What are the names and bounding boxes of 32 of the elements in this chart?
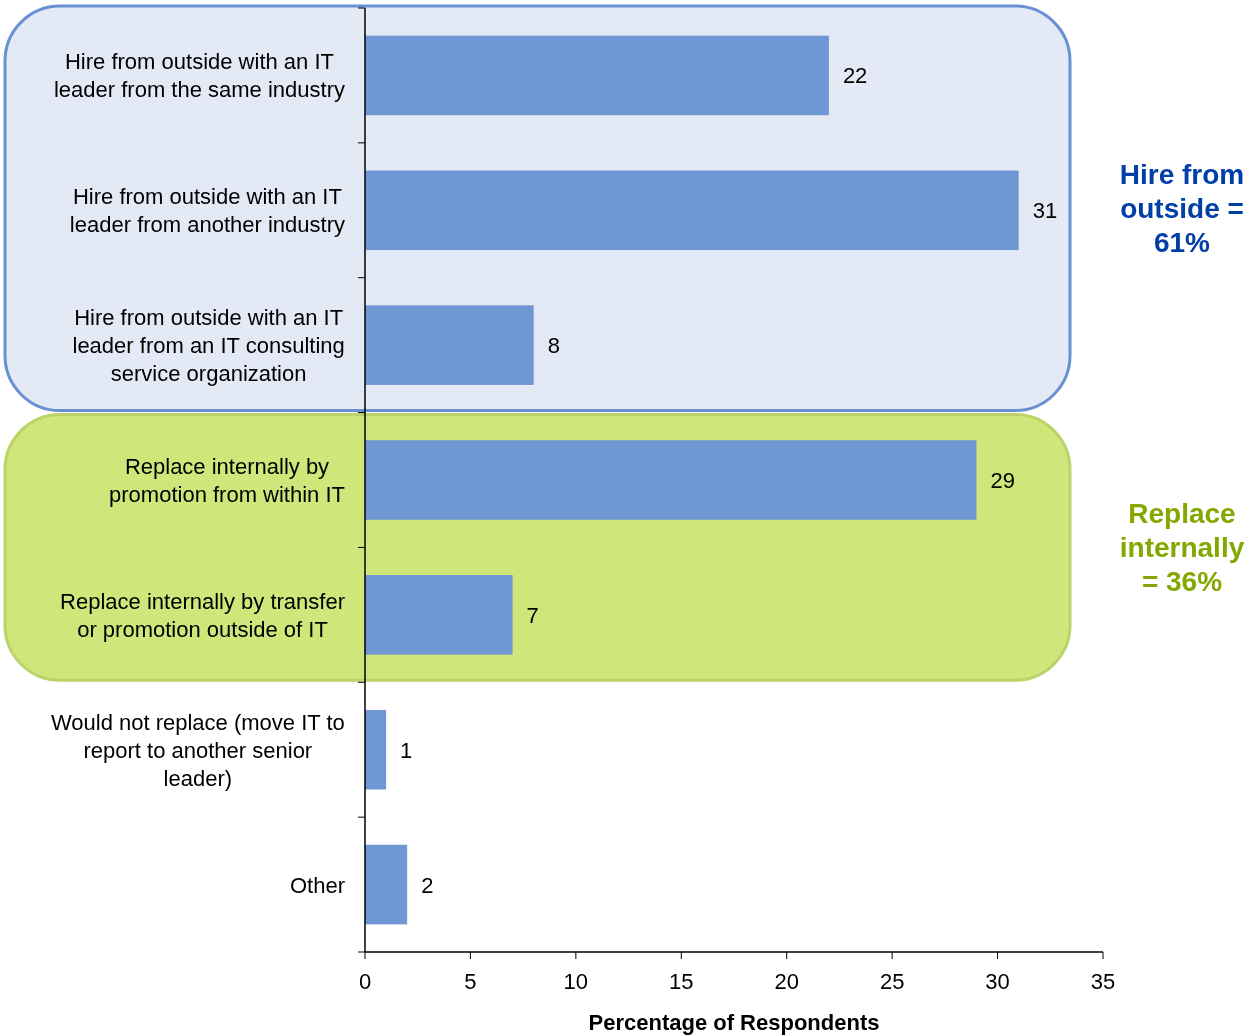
data-label: 31 [1032, 198, 1058, 224]
bar [365, 170, 1019, 251]
data-label: 1 [400, 737, 413, 763]
data-label: 2 [421, 872, 434, 898]
x-tick-label: 0 [358, 969, 372, 994]
data-label: 7 [526, 602, 539, 628]
bar [365, 709, 387, 790]
bar [365, 35, 829, 116]
data-label: 8 [547, 333, 560, 359]
x-tick-label: 20 [774, 969, 799, 994]
band-label: Hire from outside = 61% [1119, 159, 1245, 259]
y-tick-label: Hire from outside with an IT leader from the same industry [53, 49, 346, 103]
x-tick-label: 30 [985, 969, 1010, 994]
bar [365, 575, 513, 655]
band-label: Replace internally = 36% [1119, 498, 1245, 598]
x-tick-label: 35 [1090, 969, 1116, 994]
y-tick-label: Other [289, 872, 345, 898]
bar [365, 844, 408, 925]
x-axis-title: Percentage of Respondents [588, 1010, 880, 1035]
bar [365, 440, 977, 520]
data-label: 29 [990, 468, 1015, 493]
y-tick-label: Replace internally by transfer or promotion outside of IT [60, 588, 345, 642]
y-tick-label: Hire from outside with an IT leader from an IT consulting service organization [72, 305, 345, 387]
data-label: 22 [842, 63, 868, 89]
bar [365, 305, 534, 385]
y-tick-label: Replace internally by promotion from within IT [109, 454, 345, 507]
y-tick-label: Hire from outside with an IT leader from another industry [69, 184, 345, 238]
x-tick-label: 10 [563, 969, 589, 994]
x-tick-label: 5 [464, 969, 477, 994]
y-tick-label: Would not replace (move IT to report to another senior leader) [50, 709, 345, 791]
x-tick-label: 25 [879, 969, 905, 994]
x-tick-label: 15 [669, 969, 694, 994]
